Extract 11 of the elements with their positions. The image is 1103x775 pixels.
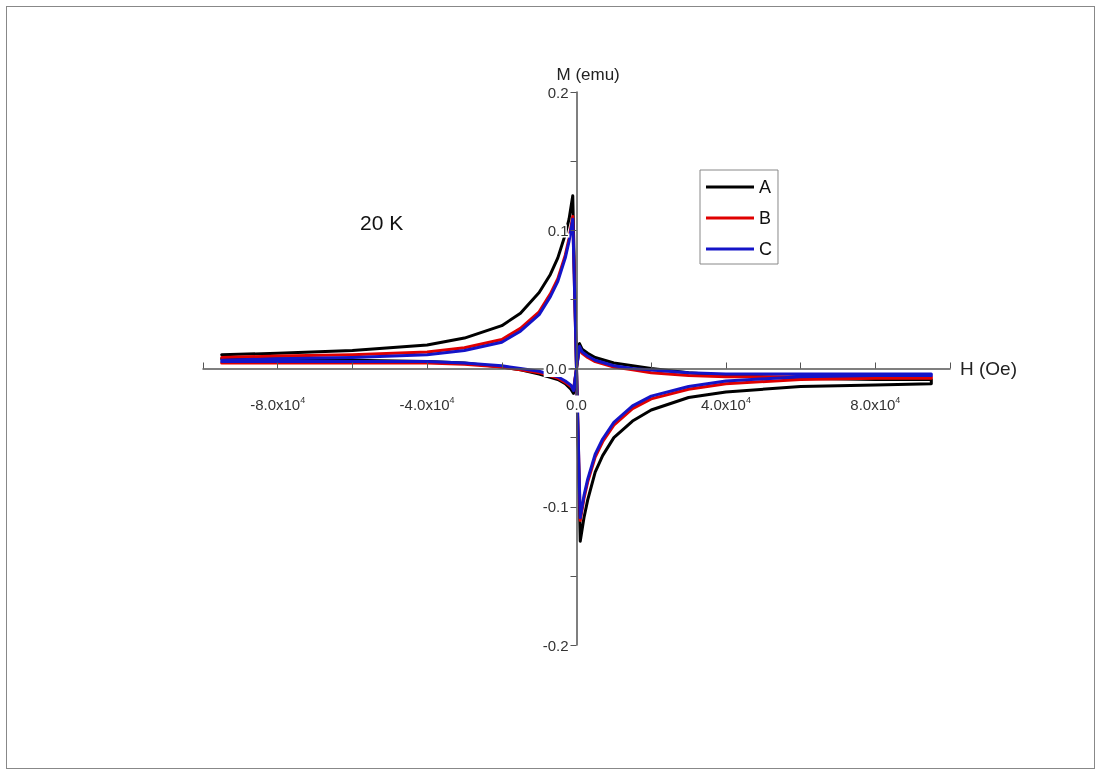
- x-tick-label: 0.0: [566, 395, 587, 413]
- legend-label: C: [759, 239, 772, 259]
- y-axis-title: M (emu): [556, 65, 620, 85]
- legend-label: B: [759, 208, 772, 228]
- legend-label: A: [759, 177, 772, 197]
- annotation: 20 K: [360, 211, 404, 234]
- y-tick-label: -0.2: [542, 636, 569, 654]
- x-axis-title: H (Oe): [960, 358, 1017, 379]
- y-tick-label: 0.2: [547, 83, 569, 101]
- y-tick-label: -0.1: [542, 498, 569, 516]
- y-tick-label: 0.0: [545, 360, 567, 377]
